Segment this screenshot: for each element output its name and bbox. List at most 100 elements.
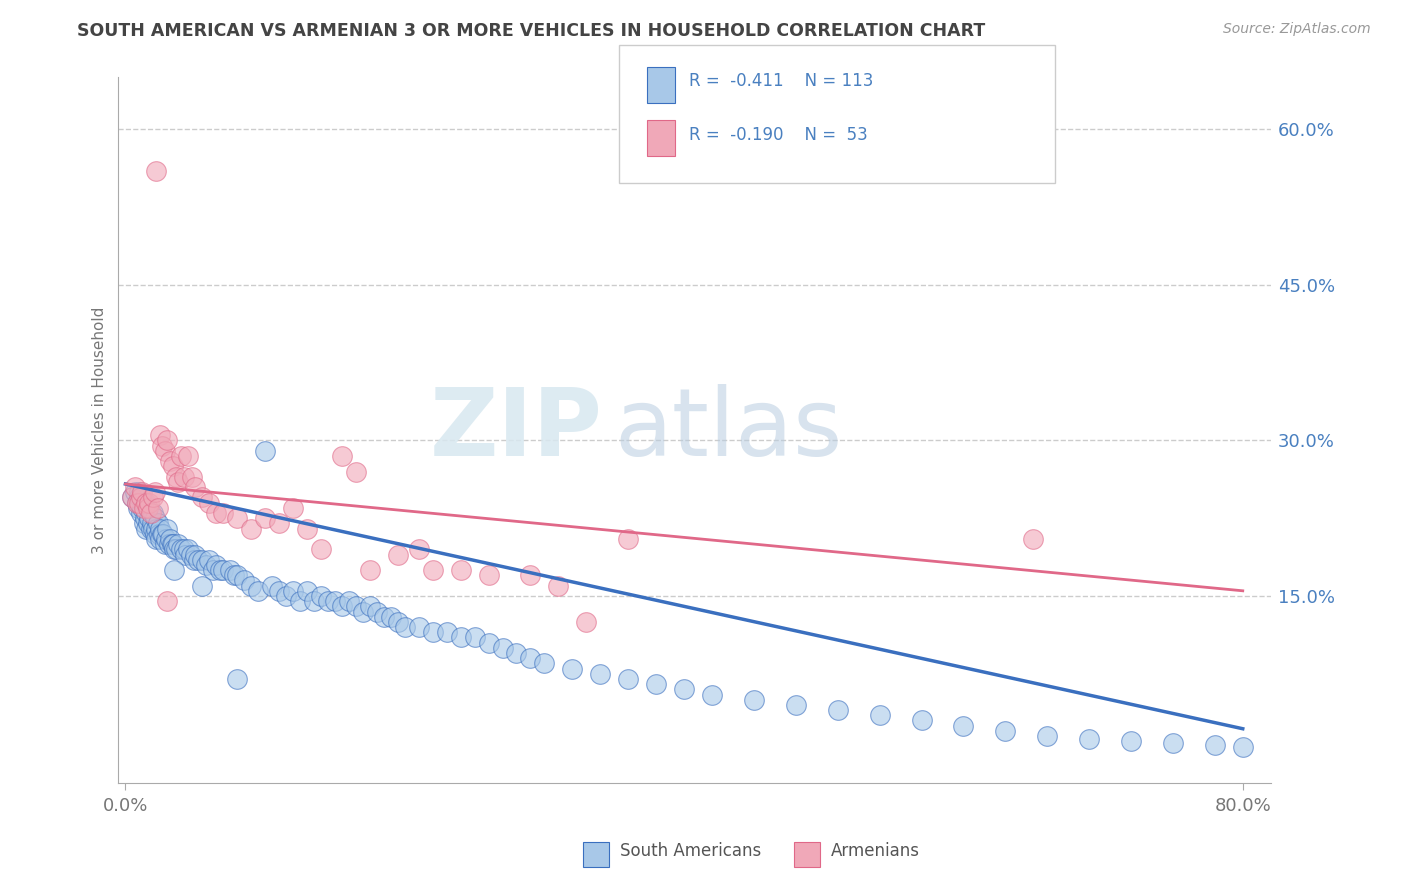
Armenians — [135, 496, 157, 510]
Armenians — [267, 516, 290, 531]
South Americans — [184, 548, 207, 562]
South Americans — [136, 516, 159, 531]
Text: South Americans: South Americans — [620, 842, 761, 860]
Armenians — [519, 568, 541, 582]
South Americans — [132, 496, 155, 510]
South Americans — [141, 516, 163, 531]
South Americans — [149, 522, 172, 536]
South Americans — [156, 522, 179, 536]
South Americans — [142, 506, 165, 520]
Armenians — [387, 548, 409, 562]
South Americans — [205, 558, 228, 572]
South Americans — [1232, 740, 1254, 755]
South Americans — [219, 563, 242, 577]
Armenians — [128, 496, 150, 510]
South Americans — [170, 542, 193, 557]
South Americans — [700, 688, 723, 702]
Armenians — [124, 480, 146, 494]
South Americans — [505, 646, 527, 660]
South Americans — [1036, 729, 1059, 743]
South Americans — [152, 526, 174, 541]
Armenians — [575, 615, 598, 629]
Armenians — [136, 500, 159, 515]
South Americans — [145, 532, 167, 546]
Armenians — [173, 469, 195, 483]
Armenians — [408, 542, 430, 557]
South Americans — [910, 714, 932, 728]
Armenians — [477, 568, 499, 582]
South Americans — [125, 496, 148, 510]
Armenians — [422, 563, 444, 577]
Armenians — [121, 491, 143, 505]
South Americans — [167, 537, 190, 551]
South Americans — [142, 522, 165, 536]
South Americans — [359, 599, 381, 614]
South Americans — [247, 583, 270, 598]
South Americans — [143, 526, 166, 541]
Armenians — [191, 491, 214, 505]
Armenians — [309, 542, 332, 557]
South Americans — [262, 579, 284, 593]
South Americans — [177, 542, 200, 557]
South Americans — [302, 594, 325, 608]
Text: ZIP: ZIP — [429, 384, 602, 476]
South Americans — [157, 537, 180, 551]
Armenians — [359, 563, 381, 577]
South Americans — [387, 615, 409, 629]
South Americans — [180, 548, 202, 562]
South Americans — [198, 552, 221, 566]
Armenians — [143, 485, 166, 500]
South Americans — [226, 672, 249, 686]
South Americans — [281, 583, 304, 598]
South Americans — [464, 631, 486, 645]
South Americans — [153, 537, 176, 551]
Armenians — [146, 500, 169, 515]
Armenians — [170, 449, 193, 463]
Text: R =  -0.411    N = 113: R = -0.411 N = 113 — [689, 72, 873, 90]
South Americans — [316, 594, 339, 608]
Armenians — [131, 485, 153, 500]
Y-axis label: 3 or more Vehicles in Household: 3 or more Vehicles in Household — [93, 306, 107, 554]
South Americans — [145, 522, 167, 536]
South Americans — [380, 609, 402, 624]
South Americans — [224, 568, 246, 582]
South Americans — [254, 443, 277, 458]
South Americans — [477, 635, 499, 649]
Armenians — [330, 449, 353, 463]
Armenians — [181, 469, 204, 483]
South Americans — [330, 599, 353, 614]
Armenians — [165, 469, 187, 483]
South Americans — [163, 563, 186, 577]
South Americans — [952, 718, 974, 732]
South Americans — [128, 491, 150, 505]
South Americans — [183, 552, 205, 566]
South Americans — [143, 511, 166, 525]
Armenians — [162, 459, 184, 474]
South Americans — [422, 625, 444, 640]
South Americans — [148, 526, 170, 541]
Armenians — [226, 511, 249, 525]
South Americans — [135, 522, 157, 536]
Armenians — [184, 480, 207, 494]
Armenians — [617, 532, 640, 546]
Armenians — [153, 443, 176, 458]
South Americans — [352, 605, 374, 619]
Armenians — [132, 500, 155, 515]
Armenians — [139, 506, 162, 520]
Text: atlas: atlas — [614, 384, 842, 476]
Armenians — [149, 428, 172, 442]
Text: SOUTH AMERICAN VS ARMENIAN 3 OR MORE VEHICLES IN HOUSEHOLD CORRELATION CHART: SOUTH AMERICAN VS ARMENIAN 3 OR MORE VEH… — [77, 22, 986, 40]
Armenians — [138, 496, 160, 510]
Armenians — [167, 475, 190, 489]
South Americans — [162, 537, 184, 551]
South Americans — [519, 651, 541, 665]
South Americans — [129, 506, 152, 520]
South Americans — [267, 583, 290, 598]
South Americans — [139, 522, 162, 536]
South Americans — [366, 605, 388, 619]
Armenians — [159, 454, 181, 468]
Text: Armenians: Armenians — [831, 842, 920, 860]
Armenians — [212, 506, 235, 520]
South Americans — [827, 703, 849, 717]
South Americans — [869, 708, 891, 723]
